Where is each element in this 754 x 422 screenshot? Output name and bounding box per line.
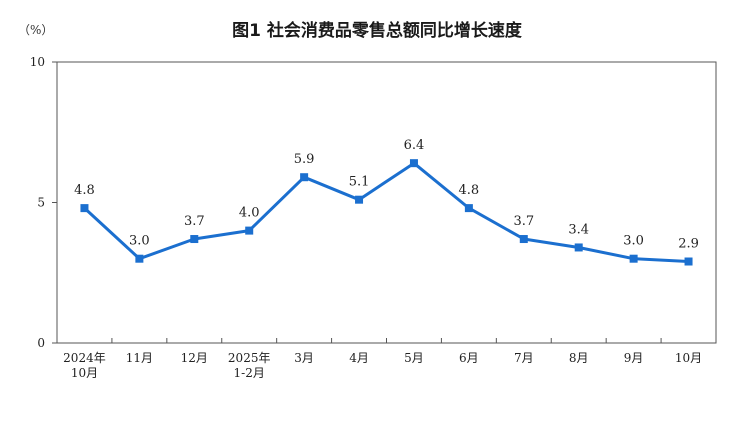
data-point-marker xyxy=(135,254,144,263)
x-tick-label: 10月 xyxy=(71,366,98,380)
x-tick-label: 9月 xyxy=(624,351,644,365)
data-point-marker xyxy=(80,204,89,213)
x-tick-label: 3月 xyxy=(294,351,314,365)
data-label: 4.8 xyxy=(74,183,95,198)
x-tick-label: 12月 xyxy=(181,351,208,365)
data-point-marker xyxy=(629,254,638,263)
x-tick-label: 10月 xyxy=(675,351,702,365)
data-labels: 4.8 3.0 3.7 4.0 5.9 5.1 6.4 4.8 3.7 3.4 3.0 2.9 xyxy=(74,138,699,251)
y-axis-ticks: 0 5 10 xyxy=(30,55,57,350)
x-tick-label: 2025年 xyxy=(228,351,271,365)
y-tick-label: 5 xyxy=(37,196,45,210)
data-label: 3.4 xyxy=(568,222,589,237)
data-point-marker xyxy=(355,195,364,204)
data-label: 6.4 xyxy=(404,138,425,153)
x-tick-label: 11月 xyxy=(126,351,153,365)
data-point-marker xyxy=(574,243,583,252)
data-label: 3.7 xyxy=(513,214,534,229)
data-point-marker xyxy=(245,226,254,235)
x-tick-label: 1-2月 xyxy=(234,366,265,380)
data-point-marker xyxy=(519,235,528,244)
y-tick-label: 0 xyxy=(37,336,45,350)
x-tick-label: 4月 xyxy=(349,351,369,365)
data-point-marker xyxy=(464,204,473,213)
x-tick-label: 5月 xyxy=(404,351,424,365)
x-tick-label: 6月 xyxy=(459,351,479,365)
data-label: 3.0 xyxy=(129,234,150,249)
y-tick-label: 10 xyxy=(30,55,45,69)
chart-title: 图1 社会消费品零售总额同比增长速度 xyxy=(232,20,523,41)
series-line xyxy=(83,161,689,263)
data-point-marker xyxy=(190,235,199,244)
data-point-marker xyxy=(300,173,309,182)
data-point-markers xyxy=(80,159,693,266)
x-tick-label: 2024年 xyxy=(63,351,106,365)
data-label: 3.7 xyxy=(184,214,205,229)
data-label: 4.8 xyxy=(459,183,480,198)
data-label: 2.9 xyxy=(678,237,699,252)
data-point-marker xyxy=(409,159,418,168)
x-tick-label: 7月 xyxy=(514,351,534,365)
data-point-marker xyxy=(684,257,693,266)
data-label: 5.9 xyxy=(294,152,315,167)
data-label: 3.0 xyxy=(623,234,644,249)
data-label: 5.1 xyxy=(349,175,370,190)
plot-area-frame xyxy=(56,61,717,344)
data-label: 4.0 xyxy=(239,206,260,221)
y-axis-unit: （%） xyxy=(18,23,53,37)
x-tick-label: 8月 xyxy=(569,351,589,365)
